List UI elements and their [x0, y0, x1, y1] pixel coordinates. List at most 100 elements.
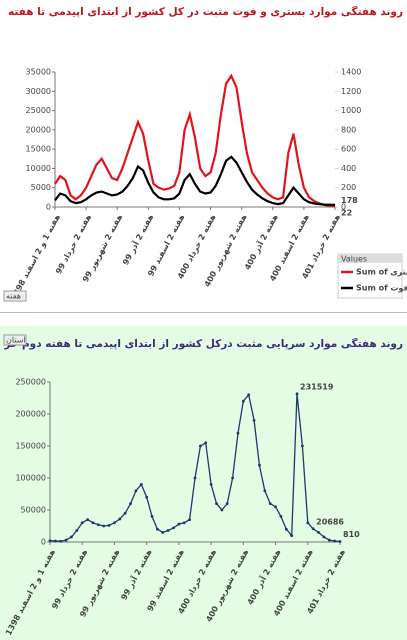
field-button-label: استان [6, 336, 26, 345]
chart: 0 5000 10000 15000 20000 25000 30000 35000 0 200 4… [3, 68, 407, 302]
point [215, 502, 218, 505]
field-button [3, 290, 27, 302]
y-tick-label: 15000 [26, 145, 51, 154]
y-tick-label: 250000 [15, 378, 46, 387]
point [279, 515, 283, 518]
point [209, 483, 213, 486]
chart-title: روند هفتگی موارد سرپایی مثبت درکل کشور ا… [4, 338, 403, 350]
point [241, 399, 245, 403]
point [322, 535, 326, 539]
x-tick-label: هفته 2 آذر 400 [242, 212, 280, 271]
point [204, 441, 208, 445]
point [145, 495, 149, 499]
point [70, 535, 73, 539]
point [193, 476, 197, 480]
point [64, 538, 68, 542]
point [59, 539, 63, 543]
point [123, 511, 127, 515]
y-tick-label: 25000 [26, 106, 51, 115]
y2-tick-label: 0 [341, 203, 346, 212]
legend-label: Sum of بستری [356, 268, 407, 277]
point [113, 521, 116, 525]
point [301, 444, 304, 448]
point [231, 476, 234, 480]
y-tick-label: 5000 [31, 183, 51, 192]
y2-tick-label: 400 [341, 164, 356, 173]
point [172, 526, 175, 530]
point [48, 539, 52, 543]
y-tick-label: 30000 [26, 87, 51, 96]
y-tick-label: 0 [46, 203, 51, 212]
field-button [3, 334, 27, 346]
panel-admissions-deaths: روند هفتگی موارد بستری و فوت مثبت در کل … [0, 0, 407, 313]
point [295, 392, 299, 396]
y-tick-label: 150000 [15, 442, 46, 451]
point [268, 502, 272, 505]
point [333, 539, 337, 543]
point [306, 521, 310, 525]
y2-tick-label: 200 [341, 183, 356, 192]
series-line [54, 73, 336, 208]
series-line [54, 155, 336, 206]
data-label: 231519 [300, 382, 334, 391]
y-tick-label: 10000 [26, 164, 51, 173]
point [91, 521, 95, 525]
point [161, 531, 165, 534]
point [252, 419, 256, 422]
y2-tick-label: 600 [341, 145, 356, 154]
point [236, 431, 240, 435]
point [107, 523, 111, 527]
point [166, 529, 170, 532]
y-tick-label: 200000 [15, 410, 46, 419]
point [317, 531, 320, 534]
point [247, 393, 251, 397]
point [258, 463, 261, 467]
y-tick-label: 35000 [26, 68, 51, 77]
point [134, 489, 138, 493]
chart: 0 50000 100000 150000 200000 250000 هفته 1 و 2… [3, 334, 360, 637]
y2-tick-label: 1200 [341, 87, 361, 96]
x-tick-label: هفته 2 آذر 400 [245, 547, 283, 606]
point [129, 502, 132, 505]
point [284, 527, 288, 531]
point [53, 539, 57, 543]
x-tick-label: هفته 2 خرداد 99 [50, 547, 89, 610]
data-label: 22 [341, 208, 352, 217]
x-tick-label: هفته 1 و 2 اسفند 1398 [4, 547, 57, 636]
legend-label: Sum of فوت [356, 284, 407, 293]
x-tick-label: هفته 2 آذر 99 [120, 212, 155, 267]
y-tick-label: 100000 [15, 474, 46, 483]
point [156, 527, 159, 531]
data-label: 178 [341, 196, 358, 205]
panel-outpatients: روند هفتگی موارد سرپایی مثبت درکل کشور ا… [0, 326, 407, 640]
data-label: 810 [343, 530, 360, 539]
point [182, 521, 186, 525]
point [274, 505, 277, 509]
point [86, 518, 89, 521]
chart-title: روند هفتگی موارد بستری و فوت مثبت در کل … [4, 6, 403, 18]
y-tick-label: 50000 [21, 506, 46, 515]
point [177, 522, 181, 526]
point [338, 540, 342, 543]
point [118, 517, 122, 521]
y2-tick-label: 1000 [341, 106, 361, 115]
point [96, 523, 100, 527]
x-tick-label: هفته 1 و 2 اسفند 1398 [9, 212, 62, 301]
y-tick-label: 0 [41, 538, 46, 547]
point [290, 534, 294, 537]
point [263, 489, 267, 493]
y-tick-label: 20000 [26, 125, 51, 134]
legend-title-bg [338, 254, 402, 263]
y2-tick-label: 1400 [341, 68, 361, 77]
point [225, 502, 229, 505]
point [80, 521, 84, 525]
point [188, 518, 192, 521]
point [311, 527, 315, 531]
point [139, 483, 143, 486]
point [75, 529, 79, 532]
field-button-label: هفته [6, 292, 21, 301]
x-tick-label: هفته 2 آذر 99 [119, 547, 154, 602]
series-line [49, 393, 341, 543]
point [198, 444, 202, 448]
